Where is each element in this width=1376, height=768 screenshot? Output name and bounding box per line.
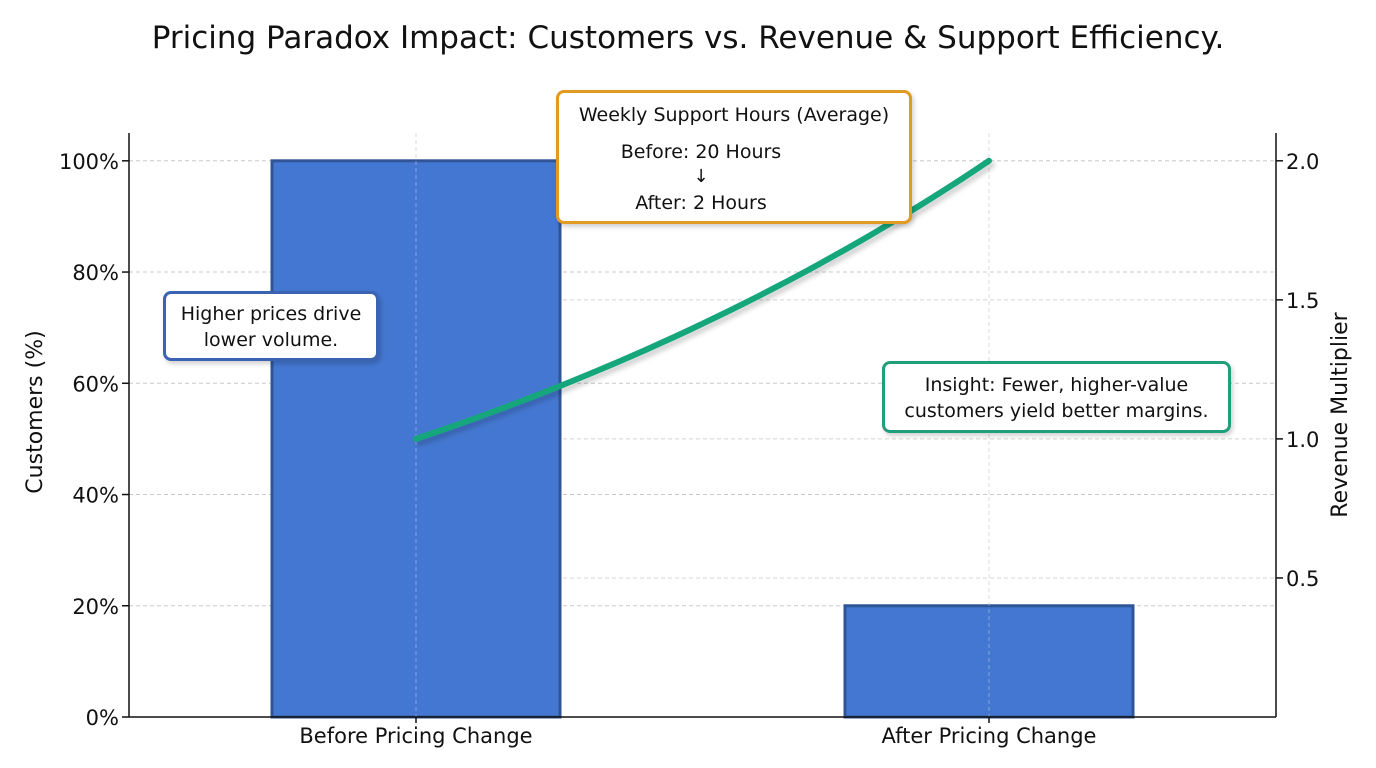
axes: [128, 133, 1277, 718]
left-y-ticks: 0% 20% 40% 60% 80% 100%: [59, 150, 129, 730]
x-tick-label: After Pricing Change: [882, 724, 1097, 748]
y-tick-label: 60%: [72, 372, 119, 396]
x-tick-label: Before Pricing Change: [299, 724, 532, 748]
y-tick-label: 80%: [72, 261, 119, 285]
y-tick-label: 0%: [86, 706, 119, 730]
y-tick-label: 20%: [72, 595, 119, 619]
y-tick-label: 100%: [59, 150, 119, 174]
insight-callout-line-2: customers yield better margins.: [904, 400, 1209, 422]
down-arrow-icon: ↓: [693, 166, 709, 187]
y2-tick-label: 1.0: [1286, 428, 1319, 452]
insight-callout: Insight: Fewer, higher-value customers y…: [882, 361, 1231, 433]
support-hours-title: Weekly Support Hours (Average): [578, 104, 890, 126]
insight-callout-line-1: Insight: Fewer, higher-value: [924, 374, 1189, 396]
volume-callout: Higher prices drive lower volume.: [163, 291, 379, 361]
support-hours-callout: Weekly Support Hours (Average) Before: 2…: [556, 90, 912, 224]
y2-tick-label: 1.5: [1286, 289, 1319, 313]
y-axis-label: Customers (%): [23, 330, 48, 493]
volume-callout-line-2: lower volume.: [203, 329, 339, 351]
y-tick-label: 40%: [72, 484, 119, 508]
y2-tick-label: 0.5: [1286, 567, 1319, 591]
support-after: After: 2 Hours: [635, 192, 767, 214]
bars: [270, 133, 1135, 719]
y2-tick-label: 2.0: [1286, 150, 1319, 174]
x-ticks: Before Pricing Change After Pricing Chang…: [299, 717, 1096, 748]
right-y-ticks: 0.5 1.0 1.5 2.0: [1276, 150, 1319, 591]
chart-title: Pricing Paradox Impact: Customers vs. Re…: [151, 20, 1225, 56]
volume-callout-line-1: Higher prices drive: [180, 303, 362, 325]
y2-axis-label: Revenue Multiplier: [1328, 311, 1353, 517]
support-before: Before: 20 Hours: [620, 141, 782, 163]
